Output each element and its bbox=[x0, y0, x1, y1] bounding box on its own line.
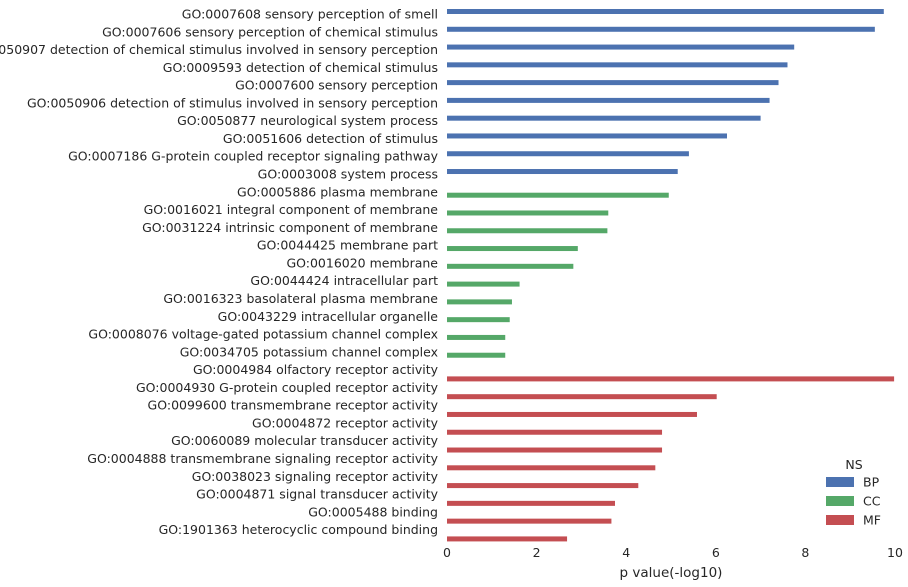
category-label: GO:1901363 heterocyclic compound binding bbox=[159, 522, 438, 537]
bar-bp bbox=[447, 62, 788, 68]
x-tick-label: 6 bbox=[712, 545, 720, 560]
bar-mf bbox=[447, 429, 663, 435]
category-label: GO:0004930 G-protein coupled receptor ac… bbox=[136, 380, 439, 395]
category-label: GO:0004871 signal transducer activity bbox=[196, 487, 438, 502]
category-label: GO:0009593 detection of chemical stimulu… bbox=[163, 60, 438, 75]
category-label: GO:0005886 plasma membrane bbox=[237, 184, 438, 199]
x-tick-label: 4 bbox=[622, 545, 630, 560]
category-label: GO:0007608 sensory perception of smell bbox=[182, 7, 438, 22]
category-label: GO:0005488 binding bbox=[308, 504, 438, 519]
x-tick-label: 2 bbox=[533, 545, 541, 560]
bar-cc bbox=[447, 263, 574, 269]
legend-label-bp: BP bbox=[863, 475, 880, 490]
bar-cc bbox=[447, 246, 578, 252]
category-label: GO:0060089 molecular transducer activity bbox=[171, 433, 439, 448]
x-axis-ticks: 0 2 4 6 8 10 bbox=[443, 545, 903, 560]
category-label: GO:0007600 sensory perception bbox=[235, 78, 438, 93]
bar-mf bbox=[447, 500, 615, 506]
category-label: GO:0007606 sensory perception of chemica… bbox=[102, 24, 438, 39]
legend-title: NS bbox=[845, 457, 862, 472]
category-label: GO:0016021 integral component of membran… bbox=[144, 202, 439, 217]
category-label: GO:0099600 transmembrane receptor activi… bbox=[148, 398, 439, 413]
bar-bp bbox=[447, 151, 689, 157]
category-label: GO:0044424 intracellular part bbox=[250, 273, 438, 288]
bar-mf bbox=[447, 394, 717, 400]
bar-cc bbox=[447, 317, 510, 323]
bar-cc bbox=[447, 334, 506, 340]
category-label: GO:0007186 G-protein coupled receptor si… bbox=[68, 149, 439, 164]
category-label: GO:0003008 system process bbox=[258, 167, 438, 182]
category-label: GO:0051606 detection of stimulus bbox=[223, 131, 438, 146]
legend-label-mf: MF bbox=[863, 513, 881, 528]
category-label: GO:0050906 detection of stimulus involve… bbox=[27, 95, 438, 110]
bar-bp bbox=[447, 169, 678, 175]
category-label: GO:0050907 detection of chemical stimulu… bbox=[0, 42, 438, 57]
category-label: GO:0016323 basolateral plasma membrane bbox=[163, 291, 438, 306]
bar-bp bbox=[447, 80, 779, 86]
bar-mf bbox=[447, 411, 697, 417]
bar-bp bbox=[447, 97, 770, 103]
category-label: GO:0008076 voltage-gated potassium chann… bbox=[88, 327, 438, 342]
bar-mf bbox=[447, 465, 656, 471]
category-label: GO:0034705 potassium channel complex bbox=[180, 344, 438, 359]
bar-cc bbox=[447, 210, 609, 216]
legend-swatch-cc bbox=[826, 496, 854, 506]
category-label: GO:0043229 intracellular organelle bbox=[218, 309, 439, 324]
bar-bp bbox=[447, 9, 884, 14]
bar-cc bbox=[447, 352, 506, 358]
bar-mf bbox=[447, 483, 639, 489]
bar-mf bbox=[447, 447, 663, 453]
category-label: GO:0004888 transmembrane signaling recep… bbox=[87, 451, 438, 466]
legend-label-cc: CC bbox=[863, 494, 881, 509]
x-tick-label: 0 bbox=[443, 545, 451, 560]
bar-bp bbox=[447, 133, 727, 139]
category-label: GO:0031224 intrinsic component of membra… bbox=[142, 220, 438, 235]
bars bbox=[447, 9, 895, 542]
x-axis-label: p value(-log10) bbox=[620, 565, 723, 581]
category-label: GO:0044425 membrane part bbox=[257, 238, 438, 253]
bar-bp bbox=[447, 115, 761, 121]
bar-cc bbox=[447, 299, 512, 305]
bar-mf bbox=[447, 518, 612, 524]
legend: NS BP CC MF bbox=[826, 457, 881, 528]
bar-cc bbox=[447, 228, 608, 234]
category-label: GO:0004984 olfactory receptor activity bbox=[193, 362, 439, 377]
bar-cc bbox=[447, 281, 520, 287]
category-label: GO:0016020 membrane bbox=[286, 255, 438, 270]
bar-bp bbox=[447, 26, 875, 32]
x-tick-label: 8 bbox=[801, 545, 809, 560]
legend-swatch-mf bbox=[826, 515, 854, 525]
bar-mf bbox=[447, 376, 895, 382]
category-labels: GO:0007608 sensory perception of smell GO… bbox=[0, 7, 439, 538]
category-label: GO:0004872 receptor activity bbox=[252, 415, 439, 430]
x-tick-label: 10 bbox=[887, 545, 903, 560]
bar-mf bbox=[447, 536, 568, 542]
category-label: GO:0050877 neurological system process bbox=[177, 113, 438, 128]
bar-bp bbox=[447, 44, 795, 50]
bar-cc bbox=[447, 192, 669, 198]
legend-swatch-bp bbox=[826, 477, 854, 487]
category-label: GO:0038023 signaling receptor activity bbox=[192, 469, 439, 484]
